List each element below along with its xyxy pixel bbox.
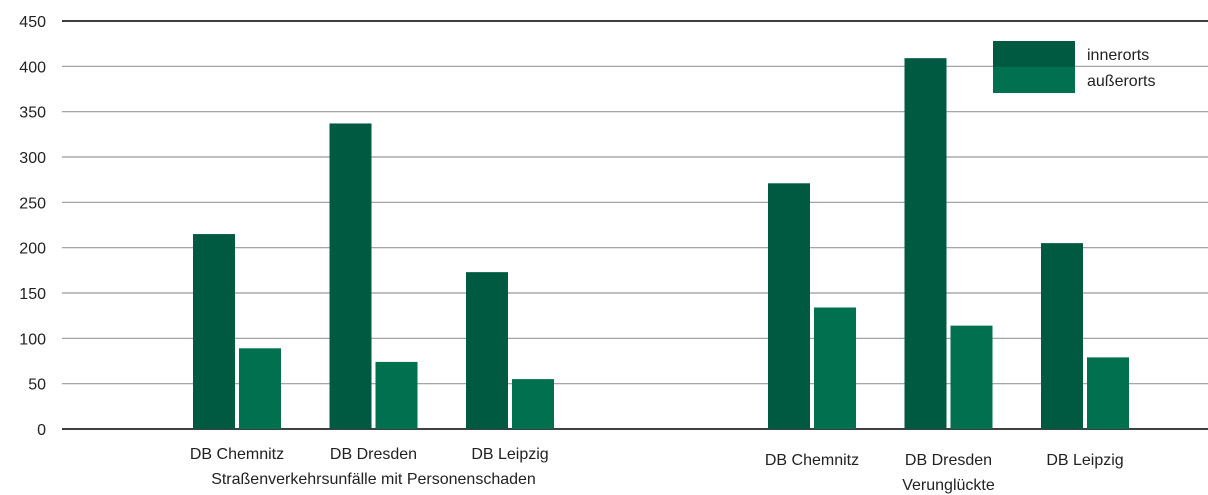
- legend-label: außerorts: [1087, 73, 1155, 90]
- group-label: Verunglückte: [902, 477, 995, 494]
- category-label: DB Chemnitz: [190, 446, 284, 463]
- bar-innerorts-1-2: [330, 123, 372, 429]
- bar-innerorts-2-3: [1041, 243, 1083, 429]
- legend-swatch-2: [993, 67, 1075, 93]
- legend-label: innerorts: [1087, 47, 1149, 64]
- y-tick-label: 50: [28, 377, 46, 394]
- y-tick-label: 100: [19, 331, 46, 348]
- category-label: DB Leipzig: [1046, 452, 1123, 469]
- category-labels: DB Chemnitz DB Dresden DB Leipzig DB Chemni…: [190, 446, 1124, 469]
- bar-aussenorts-2-3: [1087, 357, 1129, 429]
- y-tick-label: 250: [19, 195, 46, 212]
- legend-swatch-1: [993, 41, 1075, 67]
- group-labels: Straßenverkehrsunfälle mit Personenschad…: [211, 471, 995, 494]
- y-tick-label: 150: [19, 286, 46, 303]
- bar-aussenorts-2-1: [814, 308, 856, 429]
- category-label: DB Chemnitz: [765, 452, 859, 469]
- category-label: DB Dresden: [905, 452, 992, 469]
- bar-innerorts-1-1: [193, 234, 235, 429]
- y-tick-label: 450: [19, 14, 46, 31]
- bar-innerorts-2-2: [905, 58, 947, 429]
- bar-innerorts-2-1: [768, 183, 810, 429]
- bar-aussenorts-1-1: [239, 348, 281, 429]
- category-label: DB Dresden: [330, 446, 417, 463]
- bar-aussenorts-1-2: [376, 362, 418, 429]
- category-label: DB Leipzig: [471, 446, 548, 463]
- y-tick-label: 0: [37, 422, 46, 439]
- y-tick-label: 400: [19, 59, 46, 76]
- bar-innerorts-1-3: [466, 272, 508, 429]
- y-tick-label: 300: [19, 150, 46, 167]
- y-tick-label: 200: [19, 241, 46, 258]
- group-label: Straßenverkehrsunfälle mit Personenschad…: [211, 471, 536, 488]
- bars: [193, 58, 1129, 429]
- legend: innerorts außerorts: [993, 41, 1155, 93]
- bar-aussenorts-1-3: [512, 379, 554, 429]
- bar-aussenorts-2-2: [951, 326, 993, 429]
- y-tick-label: 350: [19, 105, 46, 122]
- y-axis-tick-labels: 0 50 100 150 200 250 300 350 400 450: [19, 14, 46, 439]
